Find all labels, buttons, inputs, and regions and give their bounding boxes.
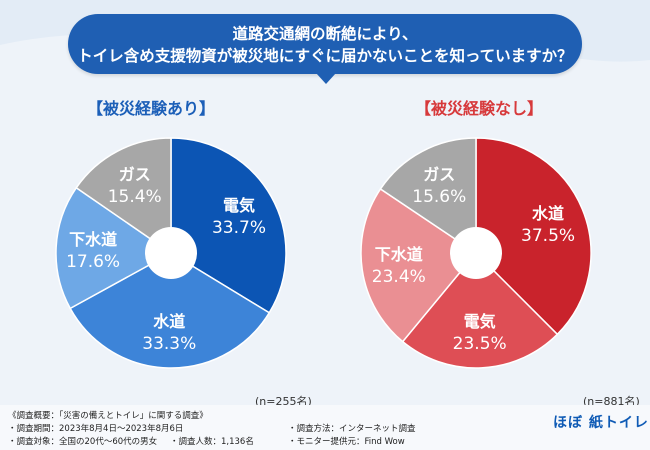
donut-hole-0 <box>145 227 197 279</box>
question-line-1: 道路交通網の断絶により、 <box>232 25 418 43</box>
survey-period: ・調査期間：2023年8月4日〜2023年8月6日 <box>8 424 184 434</box>
slice-value-0-3: 15.4% <box>108 187 162 207</box>
question-bubble: 道路交通網の断絶により、 トイレ含め支援物資が被災地にすぐに届かないことを知って… <box>68 14 582 84</box>
slice-label-0-3: ガス <box>119 165 151 184</box>
pie-slice-1-0 <box>475 137 592 336</box>
pie-slice-1-3 <box>379 137 477 255</box>
slice-value-1-2: 23.4% <box>372 267 426 287</box>
slice-label-0-2: 下水道 <box>69 230 117 249</box>
survey-heading: 《調査概要：「災害の備えとトイレ」に関する調査》 <box>8 411 208 421</box>
brand-logo: ほぼ 紙トイレ <box>553 415 649 431</box>
survey-target: ・調査対象：全国の20代〜60代の男女 <box>8 437 158 447</box>
donut-hole-1 <box>450 227 502 279</box>
slice-label-1-1: 電気 <box>464 312 496 331</box>
pie-chart-experienced: 電気 33.7% 水道 33.3% 下水道 17.6% ガス 15.4% <box>55 137 287 369</box>
survey-provider: ・モニター提供元：Find Wow <box>288 437 405 447</box>
slice-value-1-3: 15.6% <box>412 187 466 207</box>
sample-size-inexperienced: (n=881名) <box>583 395 640 408</box>
slice-label-0-1: 水道 <box>153 312 185 331</box>
slice-label-0-0: 電気 <box>223 196 255 215</box>
chart-title-experienced: 【被災経験あり】 <box>87 99 216 118</box>
slice-label-1-0: 水道 <box>532 204 564 223</box>
pie-slice-0-3 <box>75 137 172 255</box>
survey-count: ・調査人数：1,136名 <box>170 437 254 447</box>
question-line-2: トイレ含め支援物資が被災地にすぐに届かないことを知っていますか？ <box>77 47 573 65</box>
pie-chart-inexperienced: 水道 37.5% 電気 23.5% 下水道 23.4% ガス 15.6% <box>360 137 592 369</box>
pie-slice-0-2 <box>55 186 173 310</box>
slice-label-1-2: 下水道 <box>375 245 423 264</box>
chart-title-inexperienced: 【被災経験なし】 <box>415 99 544 118</box>
survey-method: ・調査方法：インターネット調査 <box>288 424 416 434</box>
slice-value-0-1: 33.3% <box>142 334 196 354</box>
pie-slice-1-1 <box>401 251 559 369</box>
slice-value-0-0: 33.7% <box>212 218 266 238</box>
pie-slice-0-0 <box>170 137 287 314</box>
slice-label-1-3: ガス <box>423 165 455 184</box>
slice-value-1-0: 37.5% <box>521 226 575 246</box>
survey-footer: 《調査概要：「災害の備えとトイレ」に関する調査》 ・調査期間：2023年8月4日… <box>0 405 650 450</box>
sample-size-experienced: (n=255名) <box>255 395 312 408</box>
slice-value-0-2: 17.6% <box>66 252 120 272</box>
slice-value-1-1: 23.5% <box>453 334 507 354</box>
pie-slice-1-2 <box>360 187 478 343</box>
